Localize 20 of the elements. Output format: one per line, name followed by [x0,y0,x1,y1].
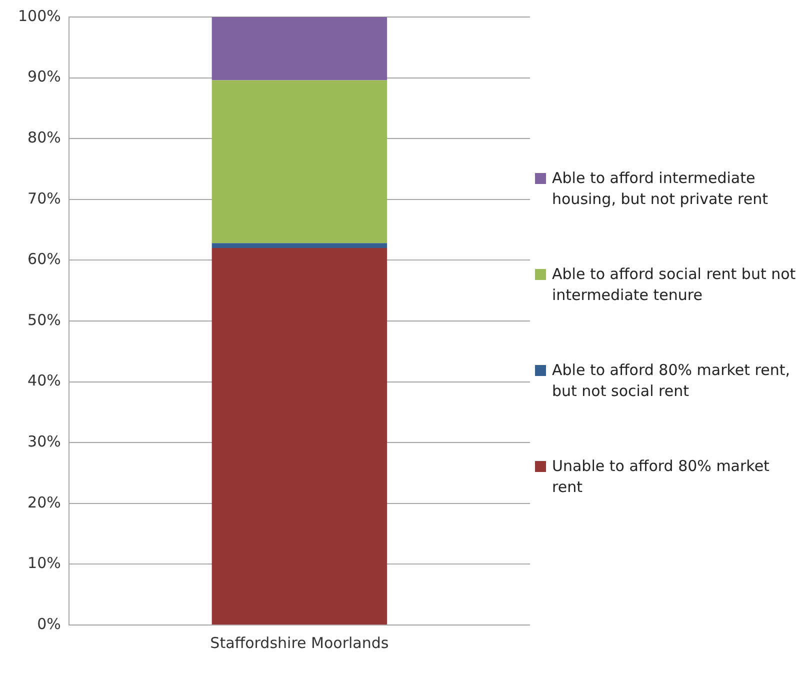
y-tick-label: 10% [28,554,61,572]
y-tick-label: 20% [28,493,61,512]
bar [212,17,388,80]
y-tick-label: 70% [28,189,61,208]
bar [212,80,388,244]
x-tick-label: Staffordshire Moorlands [210,634,389,652]
legend-label: Able to afford intermediate housing, but not private rent [552,168,770,210]
legend-label: Able to afford social rent but not intermediate tenure [552,264,797,306]
y-tick-label: 40% [28,372,61,390]
y-tick-label: 60% [28,250,61,268]
legend-label: Able to afford 80% market rent, but not social rent [552,360,792,402]
y-tick-label: 80% [28,128,61,146]
y-tick-label: 90% [28,68,61,86]
y-tick-label: 0% [37,614,61,633]
bar [212,248,388,624]
y-tick-label: 30% [28,432,61,450]
y-tick-label: 50% [28,310,61,329]
legend-label: Unable to afford 80% market rent [552,456,770,498]
y-tick-label: 100% [18,6,61,25]
bar [212,243,388,248]
